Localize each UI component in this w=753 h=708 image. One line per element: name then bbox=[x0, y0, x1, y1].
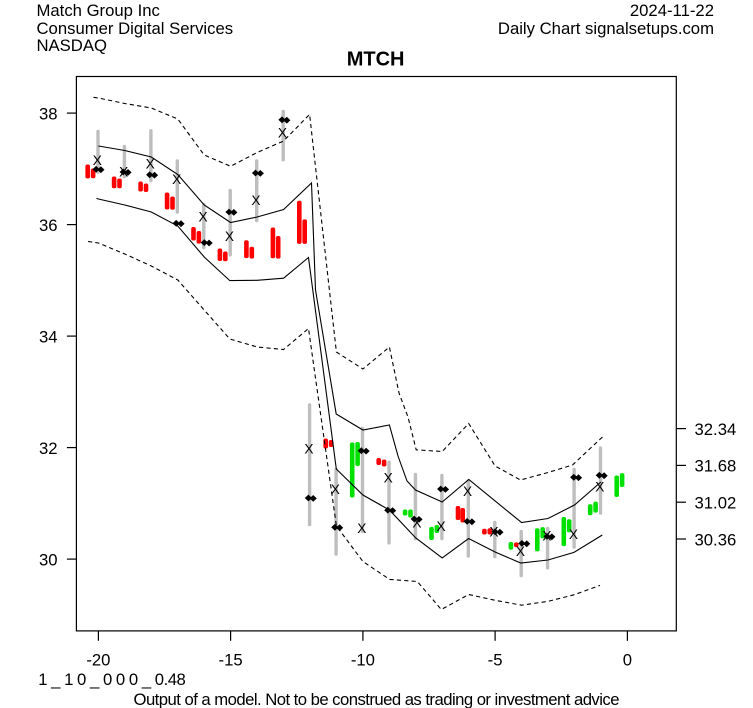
svg-text:X: X bbox=[199, 210, 208, 225]
svg-text:X: X bbox=[119, 165, 128, 180]
svg-text:X: X bbox=[304, 442, 313, 457]
svg-text:X: X bbox=[251, 193, 260, 208]
svg-text:X: X bbox=[542, 529, 551, 544]
svg-text:Output of a model. Not to be c: Output of a model. Not to be construed a… bbox=[134, 690, 620, 708]
svg-text:X: X bbox=[278, 126, 287, 141]
svg-text:Daily Chart signalsetups.com: Daily Chart signalsetups.com bbox=[498, 19, 714, 38]
svg-text:1 _ 1 0 _ 0 0 0 _ 0.48: 1 _ 1 0 _ 0 0 0 _ 0.48 bbox=[38, 670, 186, 689]
svg-text:-15: -15 bbox=[219, 651, 243, 670]
svg-text:31.02: 31.02 bbox=[695, 494, 737, 513]
svg-text:-5: -5 bbox=[488, 651, 503, 670]
svg-text:32: 32 bbox=[39, 439, 58, 458]
svg-text:Consumer Digital Services: Consumer Digital Services bbox=[37, 19, 234, 38]
svg-text:38: 38 bbox=[39, 104, 58, 123]
svg-text:-10: -10 bbox=[351, 651, 375, 670]
svg-text:36: 36 bbox=[39, 216, 58, 235]
svg-text:X: X bbox=[569, 527, 578, 542]
svg-text:X: X bbox=[412, 516, 421, 531]
svg-text:X: X bbox=[172, 172, 181, 187]
svg-text:NASDAQ: NASDAQ bbox=[37, 36, 107, 55]
svg-text:Match Group Inc: Match Group Inc bbox=[37, 1, 160, 20]
svg-text:-20: -20 bbox=[86, 651, 110, 670]
svg-text:X: X bbox=[595, 480, 604, 495]
svg-text:34: 34 bbox=[39, 327, 58, 346]
svg-text:X: X bbox=[331, 482, 340, 497]
svg-text:2024-11-22: 2024-11-22 bbox=[630, 1, 714, 20]
svg-text:X: X bbox=[384, 470, 393, 485]
svg-text:X: X bbox=[146, 157, 155, 172]
svg-text:30.36: 30.36 bbox=[695, 530, 737, 549]
svg-text:X: X bbox=[437, 519, 446, 534]
svg-text:X: X bbox=[357, 521, 366, 536]
svg-text:32.34: 32.34 bbox=[695, 420, 737, 439]
svg-text:MTCH: MTCH bbox=[347, 49, 405, 71]
svg-text:0: 0 bbox=[623, 651, 632, 670]
svg-text:31.68: 31.68 bbox=[695, 457, 737, 476]
svg-text:X: X bbox=[489, 524, 498, 539]
svg-text:X: X bbox=[225, 229, 234, 244]
svg-text:X: X bbox=[93, 153, 102, 168]
svg-text:X: X bbox=[463, 484, 472, 499]
svg-text:X: X bbox=[516, 544, 525, 559]
svg-text:30: 30 bbox=[39, 550, 58, 569]
